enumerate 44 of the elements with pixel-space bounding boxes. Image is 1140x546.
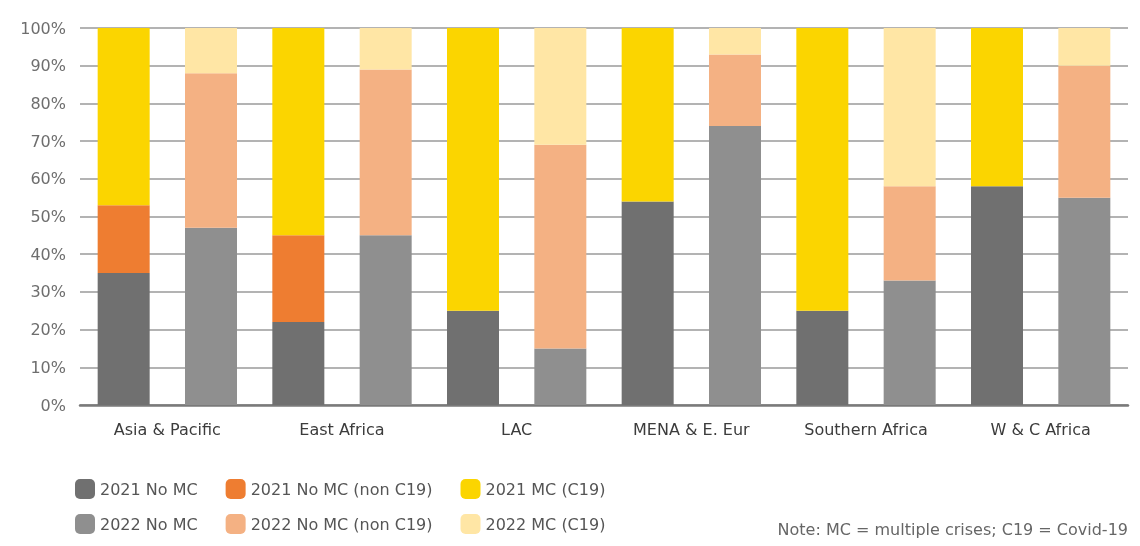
y-tick-label: 100% bbox=[20, 18, 66, 38]
legend-label: 2021 No MC (non C19) bbox=[250, 479, 433, 499]
y-tick-label: 10% bbox=[30, 357, 66, 377]
bar bbox=[1058, 65, 1111, 198]
bar bbox=[534, 144, 587, 349]
y-tick-label: 90% bbox=[30, 56, 66, 76]
x-tick-label: Asia & Pacific bbox=[113, 419, 221, 439]
bar bbox=[359, 28, 412, 70]
bar bbox=[359, 69, 412, 236]
y-tick-label: 20% bbox=[30, 320, 66, 340]
legend-label: 2021 MC (C19) bbox=[485, 479, 606, 499]
y-tick-label: 30% bbox=[30, 282, 66, 302]
bar bbox=[883, 28, 936, 187]
bar bbox=[621, 28, 674, 202]
bar bbox=[97, 205, 150, 274]
bar bbox=[534, 28, 587, 145]
y-tick-label: 40% bbox=[30, 244, 66, 264]
x-tick-label: East Africa bbox=[299, 419, 385, 439]
bar bbox=[272, 28, 325, 236]
x-tick-label: MENA & E. Eur bbox=[633, 419, 751, 439]
x-tick-label: Southern Africa bbox=[804, 419, 928, 439]
bar bbox=[971, 28, 1023, 187]
bar bbox=[272, 235, 325, 323]
bar bbox=[447, 28, 499, 311]
bar bbox=[796, 28, 849, 311]
y-tick-label: 80% bbox=[30, 93, 66, 113]
bar bbox=[883, 186, 936, 281]
y-tick-label: 0% bbox=[40, 395, 66, 415]
bar bbox=[97, 28, 150, 206]
bar bbox=[185, 28, 237, 74]
y-tick-label: 70% bbox=[30, 131, 66, 151]
y-tick-label: 50% bbox=[30, 207, 66, 226]
bar bbox=[709, 28, 761, 55]
legend-label: 2021 No MC bbox=[100, 479, 198, 499]
bar bbox=[1058, 28, 1111, 66]
x-tick-label: LAC bbox=[501, 419, 533, 439]
text: Note: MC = multiple crises; C19 = Covid-19 bbox=[777, 519, 1129, 539]
y-tick-label: 60% bbox=[30, 169, 66, 189]
bar bbox=[185, 73, 237, 228]
legend-label: 2022 MC (C19) bbox=[485, 514, 606, 534]
bar bbox=[709, 54, 761, 127]
x-tick-label: W & C Africa bbox=[990, 419, 1091, 439]
legend-label: 2022 No MC bbox=[100, 514, 198, 534]
legend-label: 2022 No MC (non C19) bbox=[250, 514, 433, 534]
